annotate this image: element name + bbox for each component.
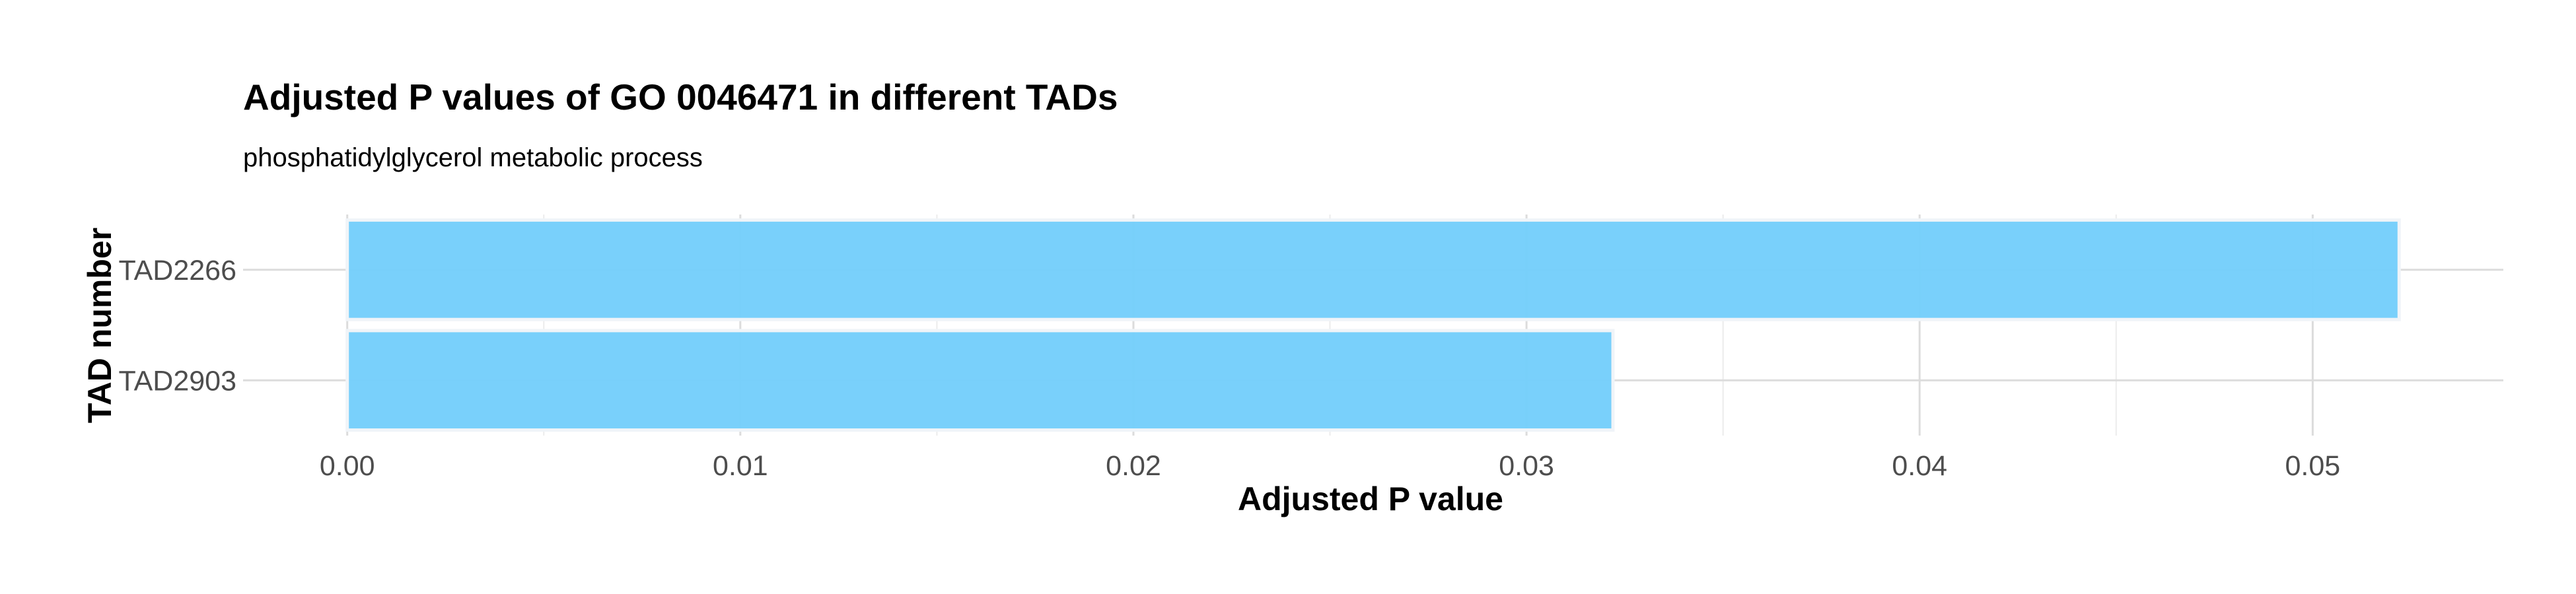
chart-title: Adjusted P values of GO 0046471 in diffe… xyxy=(243,77,1118,117)
chart-subtitle: phosphatidylglycerol metabolic process xyxy=(243,143,703,172)
x-tick-label: 0.02 xyxy=(1106,450,1161,482)
plot-area: TAD2266 TAD2903 0.00 0.01 0.02 0.03 0.04 0.05 xyxy=(119,214,2503,482)
x-tick-label: 0.04 xyxy=(1892,450,1947,482)
x-axis-title: Adjusted P value xyxy=(1238,480,1503,517)
x-tick-label: 0.05 xyxy=(2285,450,2341,482)
y-tick-label: TAD2903 xyxy=(119,365,236,397)
bar-tad2266 xyxy=(345,218,2401,321)
x-tick-label: 0.01 xyxy=(713,450,768,482)
bar-tad2903 xyxy=(345,329,1615,432)
y-axis-title: TAD number xyxy=(81,228,118,423)
x-tick-label: 0.03 xyxy=(1499,450,1554,482)
y-tick-label: TAD2266 xyxy=(119,255,236,286)
x-tick-label: 0.00 xyxy=(320,450,375,482)
